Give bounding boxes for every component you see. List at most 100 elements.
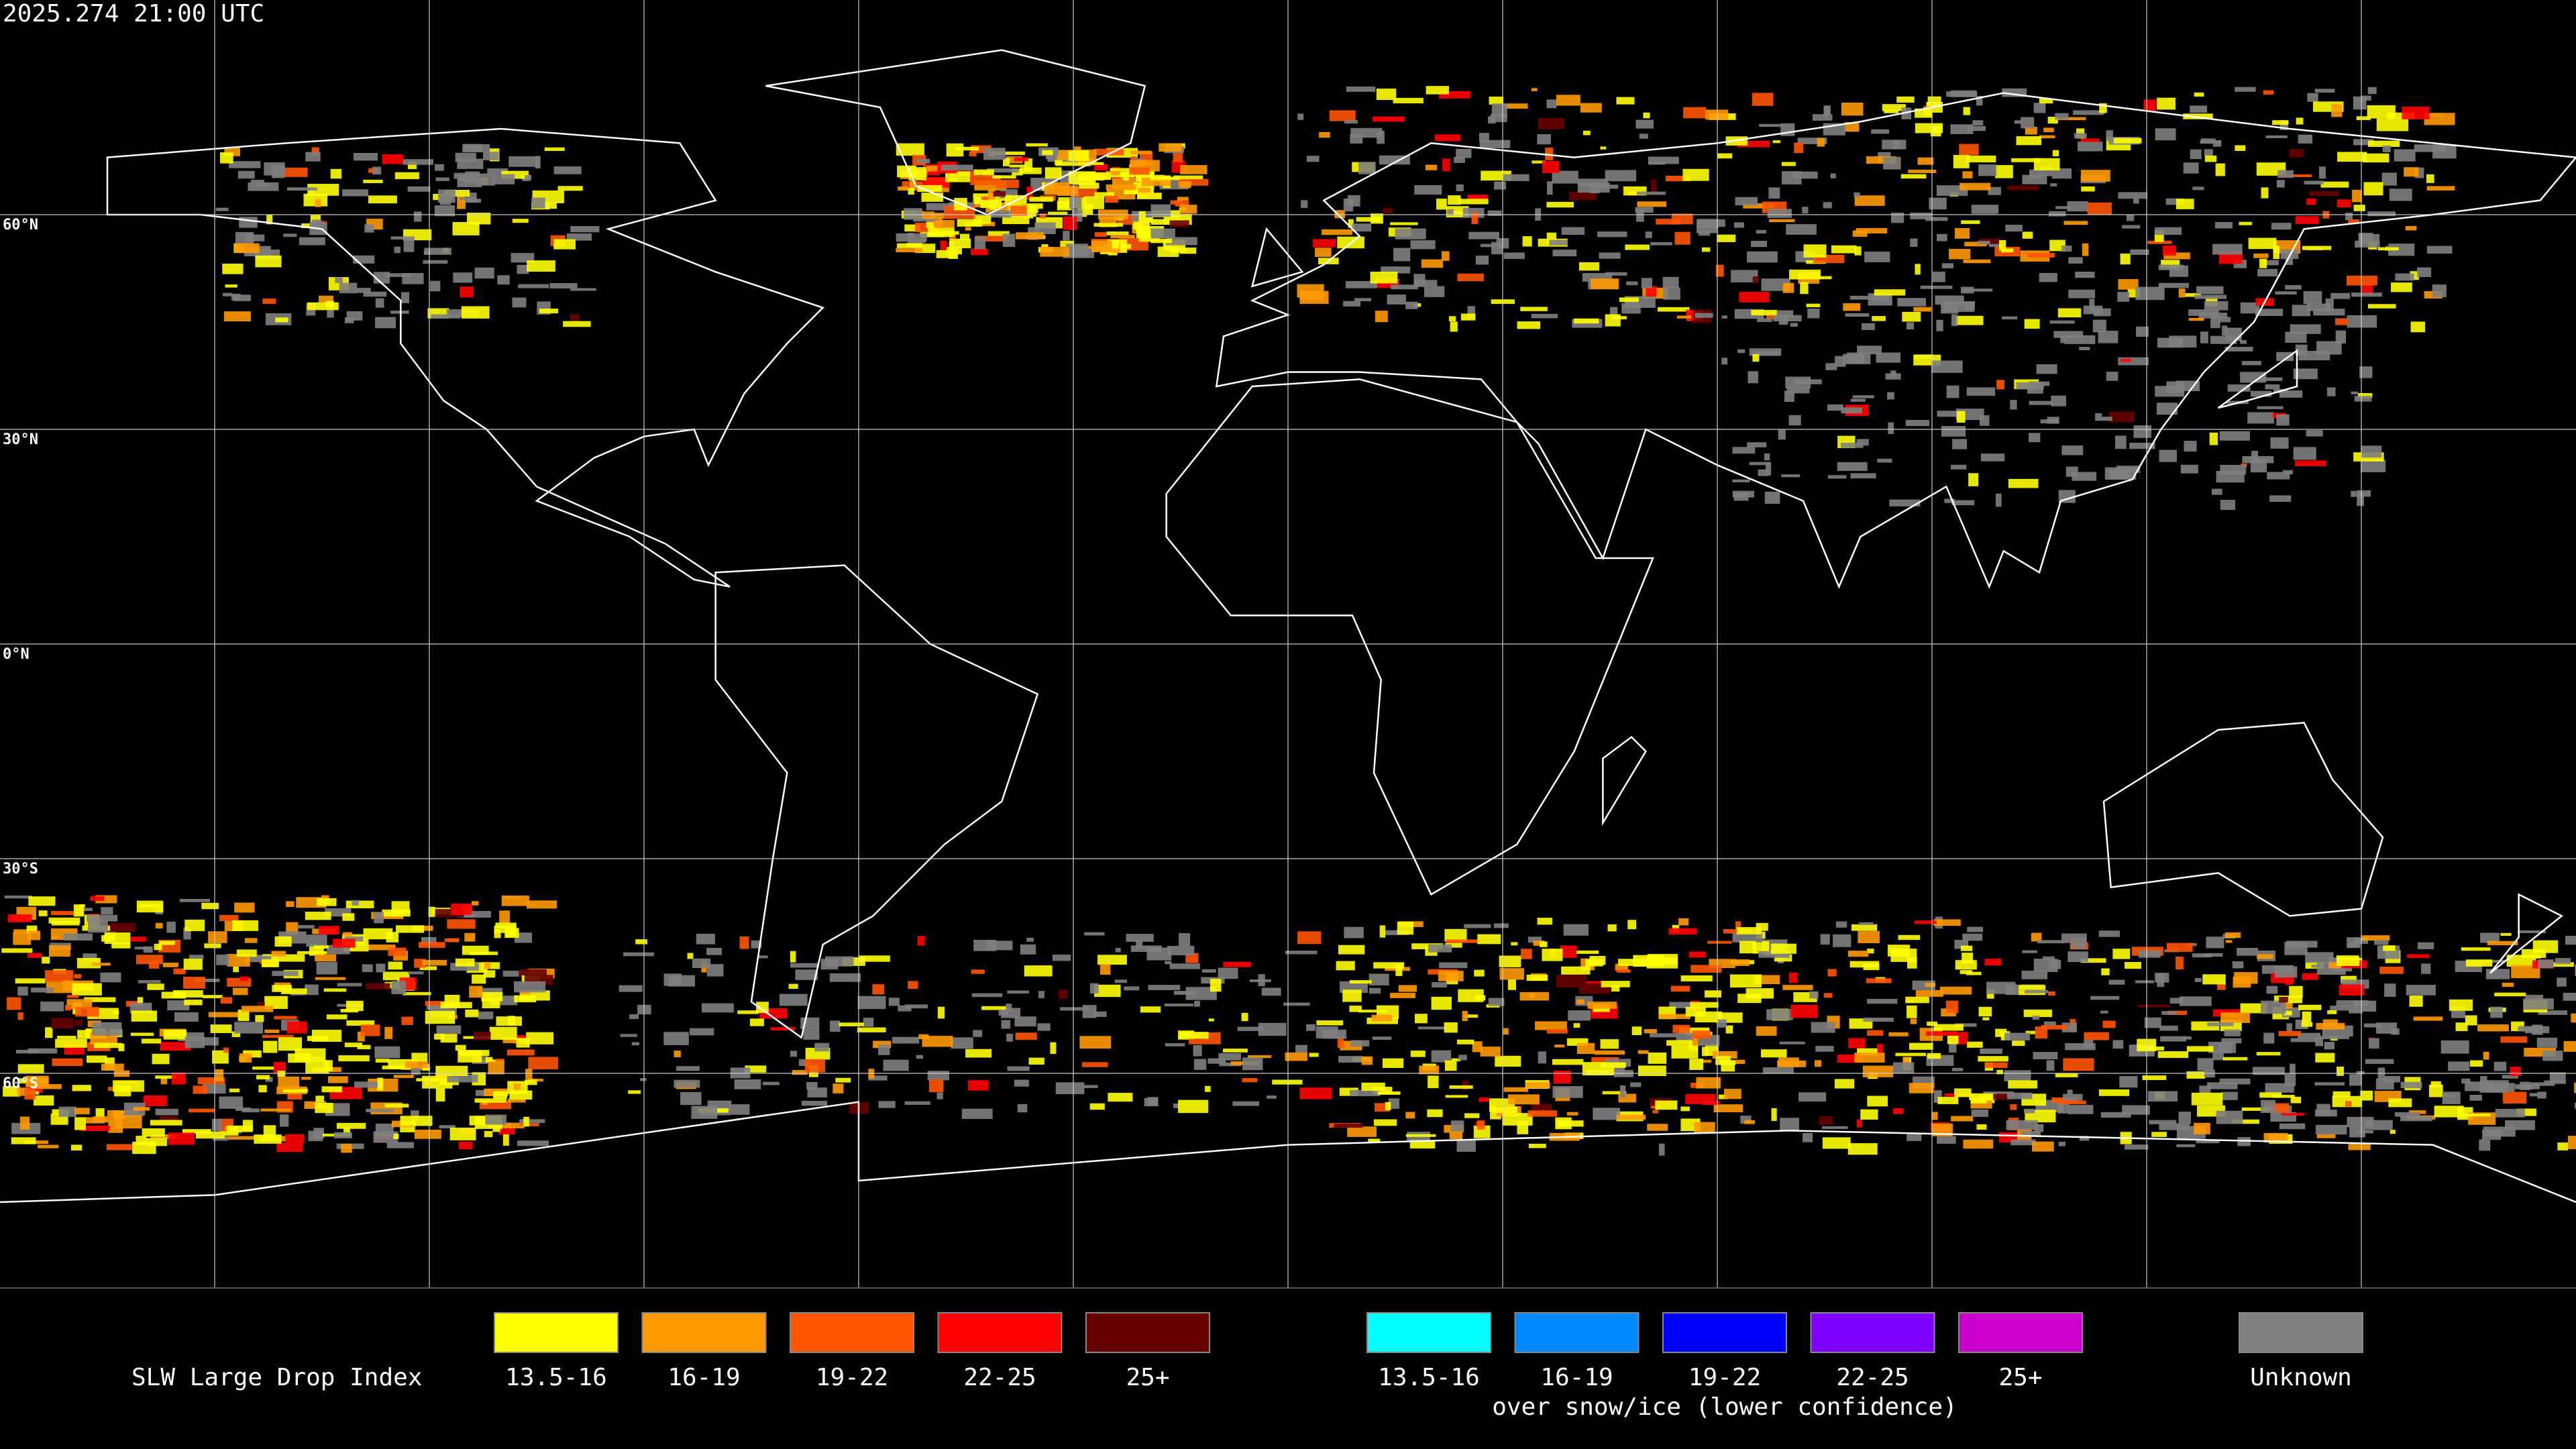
cloud-pixel: [1978, 240, 1990, 245]
cloud-pixel: [403, 239, 415, 252]
cloud-pixel: [1010, 205, 1027, 217]
cloud-pixel: [1866, 156, 1896, 164]
cloud-pixel: [364, 224, 374, 233]
cloud-pixel: [2073, 110, 2104, 115]
cloud-pixel: [262, 299, 276, 304]
cloud-pixel: [1888, 422, 1894, 434]
cloud-pixel: [1309, 1053, 1319, 1057]
cloud-pixel: [1395, 963, 1403, 976]
cloud-pixel: [1638, 1050, 1649, 1054]
cloud-pixel: [1547, 181, 1553, 195]
cloud-pixel: [223, 1047, 229, 1053]
cloud-pixel: [1607, 924, 1617, 932]
cloud-pixel: [1905, 419, 1929, 427]
cloud-pixel: [2112, 1040, 2124, 1049]
cloud-pixel: [1995, 1028, 2007, 1037]
cloud-pixel: [1910, 1018, 1917, 1024]
cloud-pixel: [1037, 1023, 1051, 1031]
cloud-pixel: [1002, 215, 1030, 225]
cloud-pixel: [734, 1079, 761, 1089]
cloud-pixel: [2139, 950, 2161, 958]
cloud-pixel: [2167, 1010, 2188, 1015]
cloud-pixel: [2274, 966, 2298, 978]
cloud-pixel: [2391, 282, 2412, 292]
cloud-pixel: [2065, 1042, 2096, 1051]
cloud-pixel: [312, 219, 322, 227]
cloud-pixel: [2469, 1095, 2482, 1101]
cloud-pixel: [1532, 160, 1546, 164]
cloud-pixel: [2179, 996, 2212, 1006]
cloud-pixel: [315, 954, 336, 962]
cloud-pixel: [1383, 207, 1393, 213]
cloud-pixel: [2084, 1032, 2109, 1040]
cloud-pixel: [478, 1011, 494, 1020]
cloud-pixel: [1039, 213, 1046, 219]
cloud-pixel: [2157, 1051, 2189, 1059]
cloud-pixel: [2337, 1067, 2344, 1076]
cloud-pixel: [2108, 979, 2125, 985]
cloud-pixel: [1967, 926, 1984, 932]
cloud-pixel: [668, 975, 696, 987]
cloud-pixel: [1055, 160, 1063, 166]
cloud-pixel: [464, 932, 476, 942]
cloud-pixel: [492, 1126, 500, 1132]
cloud-pixel: [2284, 1010, 2292, 1016]
cloud-pixel: [2102, 1020, 2116, 1028]
cloud-pixel: [1334, 1124, 1363, 1128]
cloud-pixel: [1969, 1093, 1996, 1101]
cloud-pixel: [174, 1012, 199, 1022]
cloud-pixel: [2217, 981, 2226, 990]
cloud-pixel: [279, 1114, 289, 1127]
cloud-pixel: [1447, 209, 1454, 216]
cloud-pixel: [1179, 1032, 1209, 1039]
cloud-pixel: [1063, 231, 1070, 241]
cloud-pixel: [2101, 968, 2110, 975]
cloud-pixel: [1956, 411, 1966, 423]
cloud-pixel: [1734, 959, 1750, 966]
cloud-pixel: [305, 1060, 329, 1074]
cloud-pixel: [2567, 1136, 2576, 1150]
cloud-pixel: [2544, 1080, 2566, 1084]
cloud-pixel: [2304, 180, 2324, 184]
cloud-pixel: [1900, 174, 1927, 179]
cloud-pixel: [1177, 178, 1209, 186]
cloud-pixel: [2106, 130, 2113, 142]
cloud-pixel: [2118, 192, 2147, 199]
cloud-pixel: [2224, 932, 2241, 938]
cloud-pixel: [343, 1127, 351, 1135]
cloud-pixel: [527, 260, 555, 272]
cloud-pixel: [368, 195, 397, 204]
cloud-pixel: [2376, 118, 2409, 131]
cloud-pixel: [13, 932, 32, 945]
cloud-pixel: [210, 1024, 232, 1033]
cloud-pixel: [563, 321, 591, 327]
cloud-pixel: [2058, 1141, 2066, 1146]
cloud-pixel: [493, 174, 515, 184]
cloud-pixel: [33, 1095, 54, 1106]
cloud-pixel: [1426, 86, 1450, 95]
cloud-pixel: [1732, 490, 1754, 498]
cloud-pixel: [1820, 934, 1830, 945]
cloud-pixel: [2430, 1081, 2441, 1087]
cloud-pixel: [829, 973, 861, 982]
cloud-pixel: [498, 1127, 515, 1135]
cloud-pixel: [1546, 201, 1574, 208]
cloud-pixel: [1933, 919, 1961, 926]
cloud-pixel: [2337, 199, 2351, 208]
cloud-pixel: [2135, 980, 2154, 983]
cloud-pixel: [130, 1032, 154, 1036]
cloud-pixel: [2055, 113, 2069, 120]
cloud-pixel: [1770, 943, 1796, 954]
cloud-pixel: [1561, 227, 1585, 235]
cloud-pixel: [90, 896, 105, 902]
cloud-pixel: [1867, 1095, 1888, 1107]
cloud-pixel: [252, 1066, 274, 1070]
cloud-pixel: [241, 1006, 274, 1012]
cloud-pixel: [2196, 286, 2224, 294]
cloud-pixel: [489, 1026, 517, 1040]
cloud-pixel: [2167, 943, 2193, 952]
cloud-pixel: [1729, 974, 1762, 988]
cloud-pixel: [1024, 158, 1032, 172]
cloud-pixel: [315, 1102, 333, 1114]
cloud-pixel: [1752, 276, 1759, 283]
